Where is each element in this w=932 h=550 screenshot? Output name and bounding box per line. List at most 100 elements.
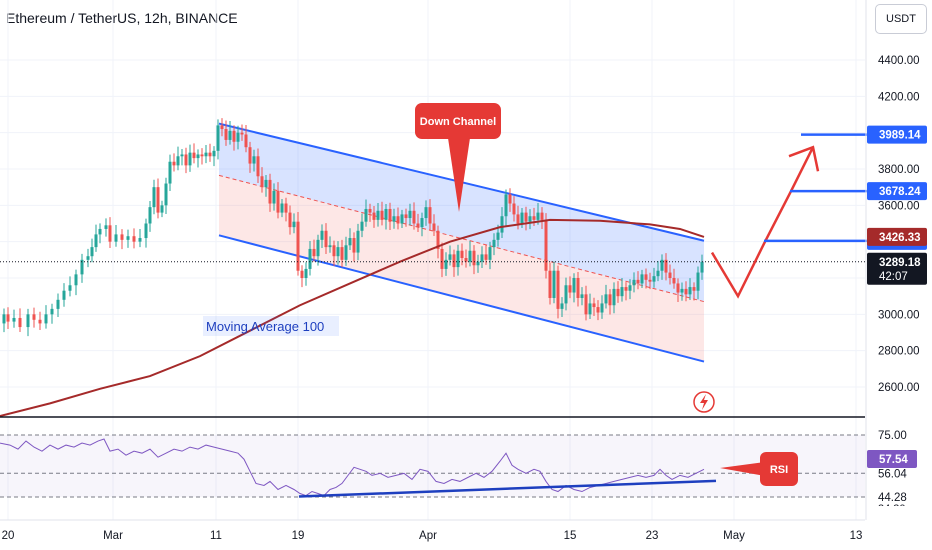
candle-body [604,294,608,304]
candle-body [420,218,424,228]
last-price-tag-label: 3289.18 [879,257,921,269]
candle [444,252,448,276]
candle-body [472,250,476,266]
candle [372,206,376,228]
candle-body [528,216,532,222]
candle [436,225,440,259]
candle-body [456,250,460,268]
callout-pointer [448,138,470,212]
candle-body [520,212,524,224]
candle-body [6,314,10,322]
candle-body [244,134,248,148]
candle [424,200,428,226]
candle-body [208,152,212,157]
axes: 4400.004200.004000.003800.003600.003000.… [0,0,920,542]
candle-body [476,261,480,266]
candle-body [90,247,94,257]
target-level-tag: 3678.24 [867,182,927,201]
symbol-title: Ethereum / TetherUS, 12h, BINANCE [6,10,238,26]
candle-body [424,207,428,219]
candle [588,293,592,320]
candle [6,307,10,330]
candle-body [62,290,66,300]
candle [368,203,372,222]
candle [44,305,48,329]
candle-body [336,247,340,257]
candle-body [324,230,328,248]
candle-body [600,303,604,313]
down-channel [218,122,705,363]
currency-button[interactable]: USDT [875,4,927,34]
candle [396,207,400,230]
candle-body [488,247,492,260]
candle-body [272,190,276,204]
candle [548,262,552,305]
candle-body [644,274,648,280]
candle [12,309,16,328]
candle-body [240,132,244,135]
candle-body [620,287,624,297]
candle [32,307,36,328]
candle [640,269,644,288]
candle-body [152,187,156,208]
candle-body [436,230,440,249]
candle-body [348,238,352,246]
candle [376,202,380,227]
target-level-tag: 3989.14 [867,125,927,144]
candle [26,308,30,337]
candle-body [396,216,400,224]
candle-body [532,216,536,220]
candle-body [572,278,576,293]
candle-body [372,212,376,220]
candle-body [684,288,688,295]
candle-body [588,303,592,315]
price-tick-label: 2800.00 [878,346,920,358]
candle-body [164,183,168,206]
candle [600,295,604,319]
candle [312,239,316,262]
candle [220,118,224,137]
price-tick-label: 3000.00 [878,309,920,321]
candle-body [624,287,628,291]
candle-body [540,212,544,220]
candle [296,212,300,276]
candle [672,268,676,289]
lightning-icon [693,391,715,413]
candle-body [512,203,516,215]
candle-body [120,234,124,240]
candle [572,273,576,303]
candle-body [180,154,184,157]
overlay-drawings: Down Channel Moving Average 100 [0,103,868,413]
candle [160,200,164,218]
rsi-tick-label: 44.28 [878,492,907,504]
candle [90,238,94,263]
candle-body [2,314,6,324]
candle-body [340,247,344,260]
candle-body [676,283,680,293]
candle-body [12,317,16,322]
candle-body [108,225,112,242]
moving-average-tag-bg [867,227,927,246]
rsi-band [0,435,865,497]
candle [404,208,408,227]
down-channel-callout: Down Channel [415,103,501,212]
time-tick-label: 11 [210,530,222,542]
candle-body [416,223,420,228]
candle [120,229,124,250]
candle [260,167,264,193]
candle [524,206,528,231]
candle-body [648,279,652,282]
candle-body [596,307,600,313]
candle [336,241,340,265]
candle [256,148,260,183]
candle-body [580,294,584,298]
candle-body [260,176,264,188]
rsi-value-tag-label: 57.54 [879,454,908,466]
candle [104,218,108,237]
moving-average-100 [0,218,705,418]
candle [564,277,568,311]
candle-body [56,299,60,309]
candle-body [276,190,280,213]
candle [452,249,456,277]
